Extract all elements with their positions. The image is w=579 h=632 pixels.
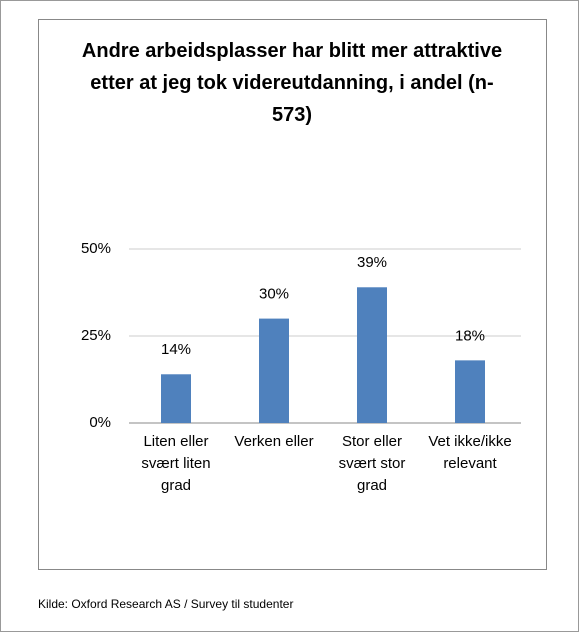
- y-tick-label: 25%: [81, 327, 111, 344]
- x-tick-label: Verken eller: [234, 433, 314, 450]
- bar: [161, 374, 191, 423]
- data-label: 18%: [455, 327, 485, 344]
- x-tick-label: Stor eller svært stor grad: [338, 433, 406, 494]
- chart-frame: [38, 19, 547, 570]
- bar: [455, 360, 485, 423]
- bar: [357, 287, 387, 423]
- data-label: 30%: [259, 286, 289, 303]
- bar: [259, 318, 289, 423]
- y-tick-label: 0%: [89, 414, 111, 431]
- y-tick-label: 50%: [81, 240, 111, 257]
- x-tick-label: Liten eller svært liten grad: [141, 433, 211, 494]
- data-label: 39%: [357, 254, 387, 271]
- x-tick-label: Vet ikke/ikke relevant: [428, 433, 512, 472]
- chart-title: Andre arbeidsplasser har blitt mer attra…: [81, 40, 503, 126]
- source-note: Kilde: Oxford Research AS / Survey til s…: [38, 597, 294, 611]
- data-label: 14%: [161, 341, 191, 358]
